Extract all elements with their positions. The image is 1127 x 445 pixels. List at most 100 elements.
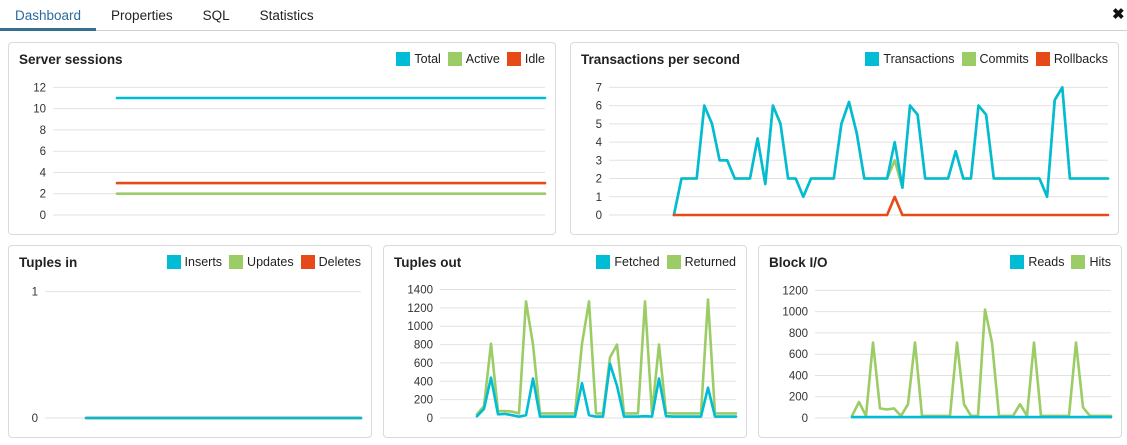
svg-text:5: 5 [596,119,602,131]
svg-text:200: 200 [414,395,433,407]
panel-title: Transactions per second [581,51,741,67]
panel-tuples-out: Tuples out Fetched Returned 0 200 400 600 800… [383,245,747,438]
svg-text:1: 1 [32,287,38,299]
panel-header: Tuples out Fetched Returned [384,246,746,274]
legend-swatch [1071,255,1086,269]
tab-dashboard[interactable]: Dashboard [0,0,97,31]
svg-text:400: 400 [414,376,433,388]
chart-legend: Reads Hits [1010,255,1111,269]
panel-header: Tuples in Inserts Updates Deletes [9,246,371,274]
chart-canvas: 0 1 2 3 4 5 6 7 [571,71,1118,231]
legend-swatch [1010,255,1025,269]
svg-text:8: 8 [40,125,46,137]
close-icon[interactable]: ✖ [1112,6,1125,23]
panel-transactions-per-second: Transactions per second Transactions Comm… [570,42,1119,235]
chart-canvas: 0 200 400 600 800 1000 1200 [759,274,1121,434]
svg-text:1000: 1000 [407,321,433,333]
tab-sql[interactable]: SQL [188,0,245,30]
legend-item: Rollbacks [1035,52,1108,66]
legend-label: Inserts [184,255,223,269]
legend-label: Fetched [614,255,660,269]
legend-item: Commits [961,52,1029,66]
svg-text:200: 200 [789,392,808,404]
legend-item: Updates [229,255,294,269]
svg-text:800: 800 [414,340,433,352]
chart-legend: Total Active Idle [396,52,545,66]
legend-swatch [865,52,880,66]
tab-statistics-label: Statistics [259,7,314,23]
legend-label: Returned [684,255,736,269]
tab-properties-label: Properties [111,7,173,23]
svg-text:4: 4 [596,137,603,149]
svg-text:0: 0 [32,413,38,425]
legend-swatch [1035,52,1050,66]
legend-label: Commits [979,52,1029,66]
legend-item: Fetched [596,255,660,269]
legend-swatch [961,52,976,66]
svg-text:2: 2 [596,174,602,186]
svg-text:1400: 1400 [407,285,433,297]
svg-text:4: 4 [40,167,47,179]
panel-header: Transactions per second Transactions Comm… [571,43,1118,71]
panel-block-io: Block I/O Reads Hits 0 200 400 600 800 1000 120… [758,245,1122,438]
panel-title: Tuples out [394,254,462,270]
tab-sql-label: SQL [202,7,230,23]
panel-title: Block I/O [769,254,828,270]
svg-text:6: 6 [596,101,602,113]
legend-swatch [229,255,244,269]
legend-swatch [396,52,411,66]
svg-text:6: 6 [40,146,46,158]
svg-text:10: 10 [33,104,46,116]
legend-label: Reads [1028,255,1065,269]
svg-text:0: 0 [40,210,46,222]
legend-label: Rollbacks [1053,52,1108,66]
chart-legend: Transactions Commits Rollbacks [865,52,1108,66]
legend-swatch [666,255,681,269]
legend-item: Inserts [166,255,223,269]
svg-text:0: 0 [802,413,808,425]
chart-canvas: 0 2 4 6 8 10 12 [9,71,555,231]
legend-swatch [506,52,521,66]
svg-text:12: 12 [33,82,46,94]
svg-text:0: 0 [596,210,602,222]
panel-server-sessions: Server sessions Total Active Idle 0 2 4 6 8 10 1… [8,42,556,235]
panel-header: Block I/O Reads Hits [759,246,1121,274]
svg-text:7: 7 [596,82,602,94]
chart-legend: Fetched Returned [596,255,736,269]
tab-bar: Dashboard Properties SQL Statistics [0,0,1127,31]
tab-properties[interactable]: Properties [96,0,188,30]
legend-item: Reads [1010,255,1064,269]
svg-text:1200: 1200 [407,303,433,315]
svg-text:3: 3 [596,155,602,167]
legend-label: Hits [1089,255,1111,269]
svg-text:1: 1 [596,192,602,204]
legend-label: Idle [524,52,545,66]
svg-text:600: 600 [789,349,808,361]
tab-statistics[interactable]: Statistics [245,0,329,30]
legend-label: Total [414,52,441,66]
chart-canvas: 0 200 400 600 800 1000 1200 1400 [384,274,746,434]
svg-text:600: 600 [414,358,433,370]
legend-label: Transactions [883,52,955,66]
legend-swatch [596,255,611,269]
legend-swatch [447,52,462,66]
panel-title: Server sessions [19,51,123,67]
panel-header: Server sessions Total Active Idle [9,43,555,71]
svg-text:2: 2 [40,189,46,201]
legend-swatch [166,255,181,269]
legend-item: Hits [1071,255,1111,269]
svg-text:400: 400 [789,370,808,382]
svg-text:1000: 1000 [782,307,808,319]
tab-dashboard-label: Dashboard [15,7,82,23]
legend-item: Active [447,52,500,66]
svg-text:1200: 1200 [782,285,808,297]
svg-text:0: 0 [427,413,433,425]
legend-label: Active [465,52,500,66]
legend-item: Idle [506,52,545,66]
panel-title: Tuples in [19,254,78,270]
legend-item: Deletes [300,255,361,269]
legend-item: Transactions [865,52,955,66]
legend-swatch [300,255,315,269]
